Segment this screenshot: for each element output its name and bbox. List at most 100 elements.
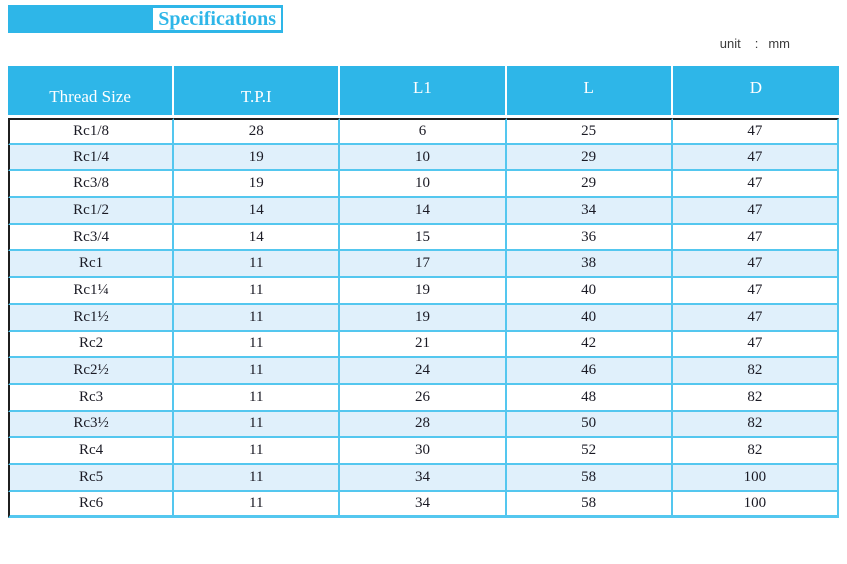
cell-thread-size: Rc1/2 bbox=[8, 198, 175, 225]
cell-l: 25 bbox=[506, 118, 673, 145]
column-header-thread-size: Thread Size bbox=[8, 66, 175, 118]
cell-thread-size: Rc5 bbox=[8, 464, 175, 492]
cell-d: 82 bbox=[672, 411, 839, 439]
cell-l1: 17 bbox=[340, 251, 507, 279]
unit-value: mm bbox=[768, 36, 790, 51]
cell-l1: 14 bbox=[340, 198, 507, 225]
table-row: Rc6 11 34 58 100 bbox=[8, 491, 839, 519]
cell-d: 47 bbox=[672, 251, 839, 279]
unit-separator: : bbox=[754, 36, 759, 51]
cell-l1: 34 bbox=[340, 464, 507, 492]
page-title: Specifications bbox=[151, 6, 283, 32]
cell-d: 100 bbox=[672, 464, 839, 492]
cell-d: 47 bbox=[672, 304, 839, 332]
table-row: Rc2½ 11 24 46 82 bbox=[8, 358, 839, 385]
cell-tpi: 11 bbox=[174, 438, 341, 465]
table-row: Rc3½ 11 28 50 82 bbox=[8, 411, 839, 439]
cell-l1: 34 bbox=[340, 491, 507, 519]
cell-d: 47 bbox=[672, 198, 839, 225]
cell-tpi: 11 bbox=[174, 251, 341, 279]
title-bar: Specifications bbox=[8, 5, 283, 33]
cell-l1: 10 bbox=[340, 144, 507, 172]
cell-tpi: 19 bbox=[174, 144, 341, 172]
cell-l1: 6 bbox=[340, 118, 507, 145]
table-row: Rc1/2 14 14 34 47 bbox=[8, 198, 839, 225]
cell-thread-size: Rc1¼ bbox=[8, 278, 175, 305]
cell-thread-size: Rc6 bbox=[8, 491, 175, 519]
cell-tpi: 11 bbox=[174, 491, 341, 519]
cell-thread-size: Rc3½ bbox=[8, 411, 175, 439]
cell-d: 47 bbox=[672, 144, 839, 172]
cell-tpi: 14 bbox=[174, 224, 341, 252]
table-row: Rc5 11 34 58 100 bbox=[8, 464, 839, 492]
cell-tpi: 11 bbox=[174, 464, 341, 492]
cell-thread-size: Rc3 bbox=[8, 384, 175, 412]
cell-tpi: 28 bbox=[174, 118, 341, 145]
unit-label: unit bbox=[719, 36, 741, 51]
cell-thread-size: Rc1½ bbox=[8, 304, 175, 332]
cell-l: 34 bbox=[506, 198, 673, 225]
cell-d: 82 bbox=[672, 438, 839, 465]
cell-thread-size: Rc3/8 bbox=[8, 171, 175, 199]
cell-thread-size: Rc2 bbox=[8, 331, 175, 359]
table-row: Rc1½ 11 19 40 47 bbox=[8, 304, 839, 332]
column-header-l: L bbox=[506, 66, 673, 118]
cell-l: 48 bbox=[506, 384, 673, 412]
cell-tpi: 11 bbox=[174, 384, 341, 412]
cell-l1: 15 bbox=[340, 224, 507, 252]
specifications-table: Thread Size T.P.I L1 L D Rc1/8 28 6 25 4… bbox=[8, 66, 839, 519]
cell-l1: 19 bbox=[340, 278, 507, 305]
cell-l: 58 bbox=[506, 491, 673, 519]
cell-l: 58 bbox=[506, 464, 673, 492]
cell-d: 47 bbox=[672, 171, 839, 199]
cell-tpi: 11 bbox=[174, 358, 341, 385]
cell-d: 47 bbox=[672, 224, 839, 252]
cell-tpi: 19 bbox=[174, 171, 341, 199]
unit-indicator: unit: mm bbox=[720, 36, 790, 51]
cell-tpi: 11 bbox=[174, 304, 341, 332]
cell-l: 29 bbox=[506, 171, 673, 199]
cell-thread-size: Rc1/8 bbox=[8, 118, 175, 145]
cell-l: 52 bbox=[506, 438, 673, 465]
cell-l: 40 bbox=[506, 304, 673, 332]
cell-tpi: 11 bbox=[174, 331, 341, 359]
cell-l1: 26 bbox=[340, 384, 507, 412]
cell-l1: 30 bbox=[340, 438, 507, 465]
cell-l: 42 bbox=[506, 331, 673, 359]
table-body: Rc1/8 28 6 25 47 Rc1/4 19 10 29 47 Rc3/8… bbox=[8, 118, 839, 519]
cell-tpi: 14 bbox=[174, 198, 341, 225]
cell-l: 38 bbox=[506, 251, 673, 279]
column-header-d: D bbox=[672, 66, 839, 118]
cell-thread-size: Rc2½ bbox=[8, 358, 175, 385]
table-row: Rc2 11 21 42 47 bbox=[8, 331, 839, 359]
cell-l1: 10 bbox=[340, 171, 507, 199]
table-row: Rc3/4 14 15 36 47 bbox=[8, 224, 839, 252]
table-row: Rc3/8 19 10 29 47 bbox=[8, 171, 839, 199]
cell-d: 82 bbox=[672, 358, 839, 385]
cell-l: 36 bbox=[506, 224, 673, 252]
cell-l1: 28 bbox=[340, 411, 507, 439]
cell-l: 29 bbox=[506, 144, 673, 172]
column-header-l1: L1 bbox=[340, 66, 507, 118]
cell-tpi: 11 bbox=[174, 411, 341, 439]
column-header-tpi: T.P.I bbox=[174, 66, 341, 118]
table-row: Rc1¼ 11 19 40 47 bbox=[8, 278, 839, 305]
cell-thread-size: Rc1/4 bbox=[8, 144, 175, 172]
cell-l: 50 bbox=[506, 411, 673, 439]
cell-l1: 21 bbox=[340, 331, 507, 359]
table-header: Thread Size T.P.I L1 L D bbox=[8, 66, 839, 118]
cell-l: 46 bbox=[506, 358, 673, 385]
table-row: Rc1/8 28 6 25 47 bbox=[8, 118, 839, 145]
cell-thread-size: Rc1 bbox=[8, 251, 175, 279]
cell-l: 40 bbox=[506, 278, 673, 305]
table-header-row: Thread Size T.P.I L1 L D bbox=[8, 66, 839, 118]
table-row: Rc3 11 26 48 82 bbox=[8, 384, 839, 412]
table-row: Rc4 11 30 52 82 bbox=[8, 438, 839, 465]
cell-l1: 19 bbox=[340, 304, 507, 332]
cell-d: 47 bbox=[672, 278, 839, 305]
cell-thread-size: Rc3/4 bbox=[8, 224, 175, 252]
cell-d: 47 bbox=[672, 331, 839, 359]
table-row: Rc1/4 19 10 29 47 bbox=[8, 144, 839, 172]
cell-d: 47 bbox=[672, 118, 839, 145]
